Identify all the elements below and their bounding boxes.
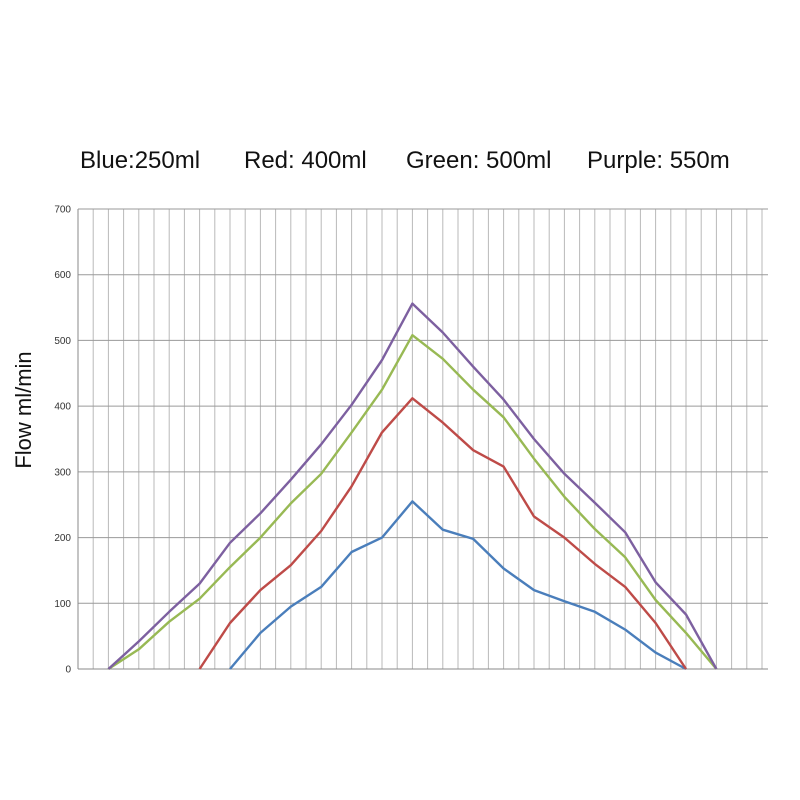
legend-entry-green: Green: 500ml (406, 147, 552, 174)
series-line-3 (107, 334, 718, 671)
y-tick-label: 0 (65, 665, 71, 676)
series-line-2 (198, 397, 688, 670)
y-tick-label: 100 (54, 599, 71, 610)
y-tick-label: 600 (54, 270, 71, 281)
y-tick-label: 200 (54, 533, 71, 544)
y-tick-label: 500 (54, 336, 71, 347)
legend-entry-red: Red: 400ml (244, 147, 367, 174)
y-tick-label: 700 (54, 205, 71, 216)
y-tick-label: 400 (54, 402, 71, 413)
legend-line: Blue:250ml Red: 400ml Green: 500ml Purple: … (80, 147, 730, 175)
legend-entry-blue: Blue:250ml (80, 147, 201, 174)
y-tick-label: 300 (54, 467, 71, 478)
series-line-4 (107, 302, 718, 670)
legend-entry-purple: Purple: 550m (587, 147, 730, 174)
series-line-1 (229, 500, 687, 671)
